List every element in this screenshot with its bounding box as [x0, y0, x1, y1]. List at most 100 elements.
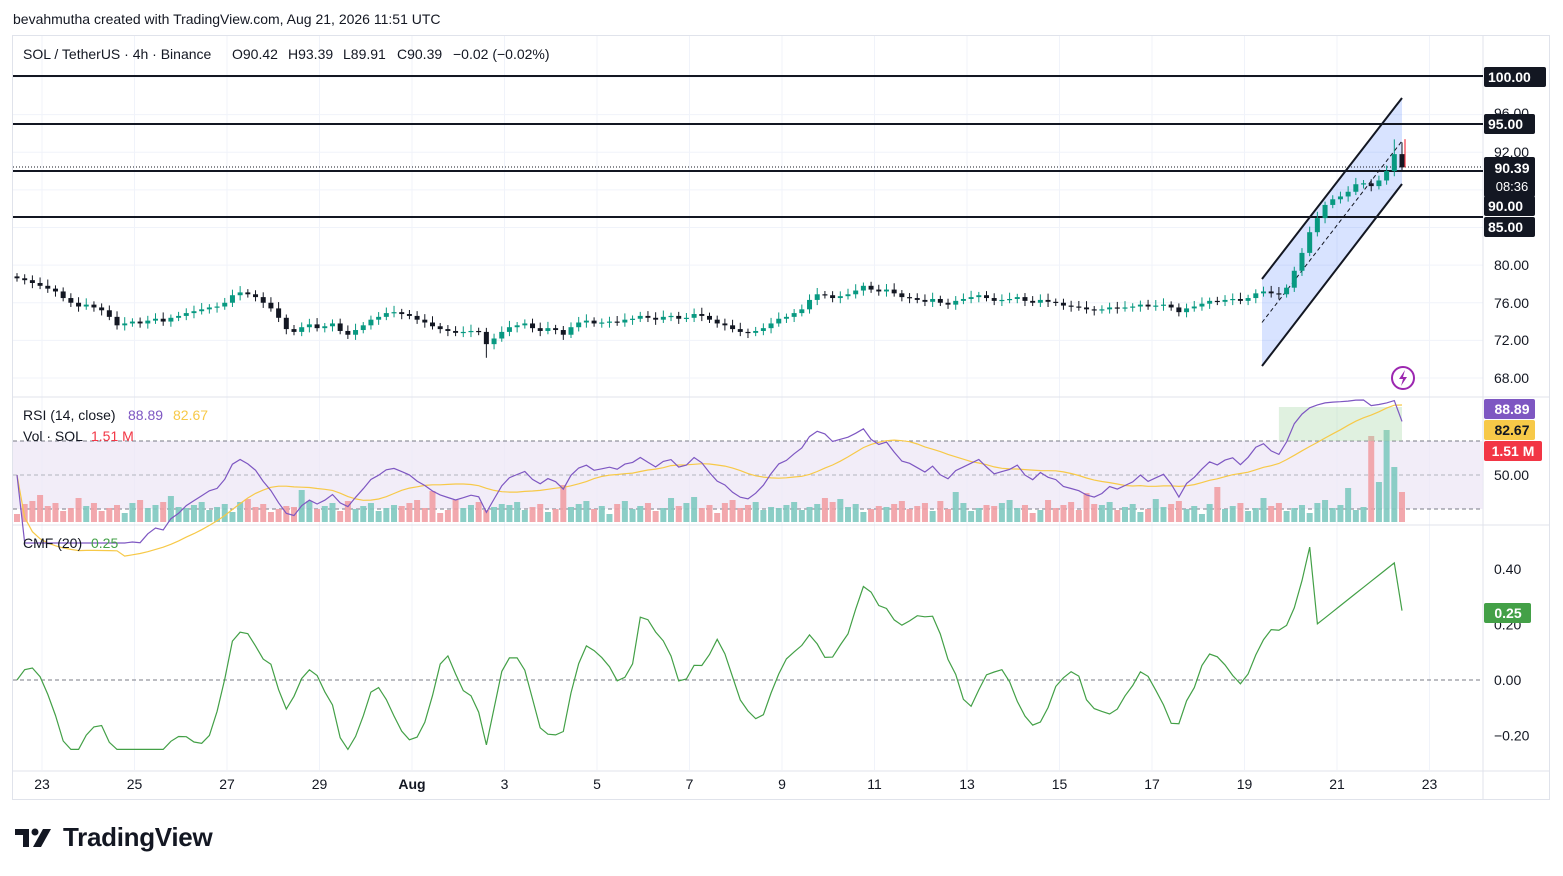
candles: [14, 139, 1406, 358]
candle-body: [583, 320, 589, 323]
candle-body: [360, 325, 366, 331]
volume-bar: [1068, 502, 1075, 522]
volume-bar: [1122, 507, 1128, 522]
volume-bar: [337, 511, 344, 522]
candle-body: [930, 298, 936, 302]
candle-body: [122, 323, 128, 326]
candle-body: [1214, 300, 1220, 303]
volume-bar: [114, 505, 121, 522]
volume-bar: [252, 507, 259, 522]
candle-body: [283, 317, 289, 330]
candle-body: [537, 328, 543, 331]
candle-body: [1014, 297, 1020, 299]
volume-bar: [1091, 504, 1098, 522]
legend-change: −0.02 (−0.02%): [453, 46, 550, 62]
tradingview-logo[interactable]: TradingView: [15, 822, 213, 853]
candle-body: [491, 338, 497, 345]
candle-body: [814, 294, 820, 300]
volume-bar: [452, 500, 459, 522]
candle-body: [576, 322, 582, 328]
candle-body: [1076, 306, 1082, 308]
candle-body: [437, 326, 443, 330]
volume-title: Vol · SOL: [23, 428, 83, 444]
attribution-line: bevahmutha created with TradingView.com,…: [13, 11, 441, 27]
candle-body: [260, 297, 266, 303]
candle-body: [1399, 154, 1405, 168]
volume-bar: [644, 503, 651, 522]
candle-body: [1037, 299, 1043, 303]
level-lines[interactable]: [13, 75, 1483, 218]
volume-bar: [906, 509, 913, 522]
volume-bar: [1014, 508, 1021, 522]
candle-body: [599, 322, 605, 324]
rsi-ma-badge: [1484, 420, 1535, 440]
time-axis[interactable]: 23 25 27 29 Aug 3 5 7 9 11 13 15 17 19 21 23: [34, 776, 1437, 792]
candle-body: [1284, 287, 1290, 295]
candle-body: [883, 289, 889, 292]
candle-body: [1237, 298, 1243, 301]
candle-body: [760, 328, 766, 331]
volume-bar: [1114, 510, 1121, 522]
volume-bar: [1245, 511, 1252, 522]
volume-bar: [675, 506, 682, 522]
candle-body: [368, 319, 374, 326]
volume-bar: [1075, 510, 1082, 522]
volume-bar: [429, 491, 436, 522]
time-tick-label: 13: [959, 776, 975, 792]
volume-bar: [975, 508, 982, 522]
cmf-tick-label: 0.40: [1494, 561, 1521, 577]
volume-bar: [1306, 513, 1313, 522]
lightning-icon[interactable]: [1391, 366, 1415, 390]
candle-body: [183, 313, 189, 316]
time-tick-label: 25: [127, 776, 143, 792]
volume-bar: [137, 500, 144, 522]
channel-upper-line[interactable]: [1261, 97, 1403, 280]
candle-body: [768, 323, 774, 329]
candle-body: [199, 309, 205, 312]
volume-bar: [352, 509, 359, 522]
volume-bar: [1060, 505, 1067, 522]
candle-body: [991, 298, 997, 301]
channel-mid-line: [1261, 140, 1403, 323]
candle-body: [753, 330, 759, 333]
volume-bar: [229, 512, 236, 522]
volume-bar: [1252, 508, 1259, 522]
candle-body: [1114, 307, 1120, 309]
candle-body: [83, 304, 89, 307]
candle-body: [1230, 298, 1236, 301]
candle-body: [1068, 305, 1074, 307]
candle-body: [137, 321, 143, 324]
level-badge: [1484, 67, 1546, 87]
channel-lower-line[interactable]: [1261, 183, 1403, 367]
candle-body: [237, 292, 243, 296]
volume-bar: [991, 506, 998, 522]
candle-body: [1222, 299, 1228, 302]
volume-bar: [875, 506, 882, 522]
volume-value-badge: [1484, 441, 1542, 461]
volume-bar: [1214, 487, 1221, 522]
candle-body: [622, 319, 628, 323]
volume-bar: [467, 505, 474, 522]
volume-bar: [367, 503, 374, 522]
volume-bar: [691, 497, 698, 522]
volume-bar: [737, 508, 744, 522]
candle-body: [707, 315, 712, 320]
volume-bar: [1137, 512, 1144, 522]
volume-bar: [1175, 501, 1182, 522]
time-tick-label: 3: [501, 776, 509, 792]
legend-low: L89.91: [343, 46, 386, 62]
level-badge: [1484, 114, 1535, 134]
candle-body: [1160, 304, 1166, 306]
candle-body: [214, 306, 220, 308]
volume-bar: [460, 508, 467, 522]
volume-bar: [275, 509, 282, 522]
volume-bar: [937, 501, 944, 522]
volume-bar: [775, 508, 782, 522]
rsi-axis-value: 88.89: [1494, 401, 1529, 417]
volume-bar: [652, 511, 659, 522]
volume-bar: [744, 505, 751, 522]
volume-bar: [1337, 505, 1344, 522]
volume-bar: [483, 510, 490, 522]
